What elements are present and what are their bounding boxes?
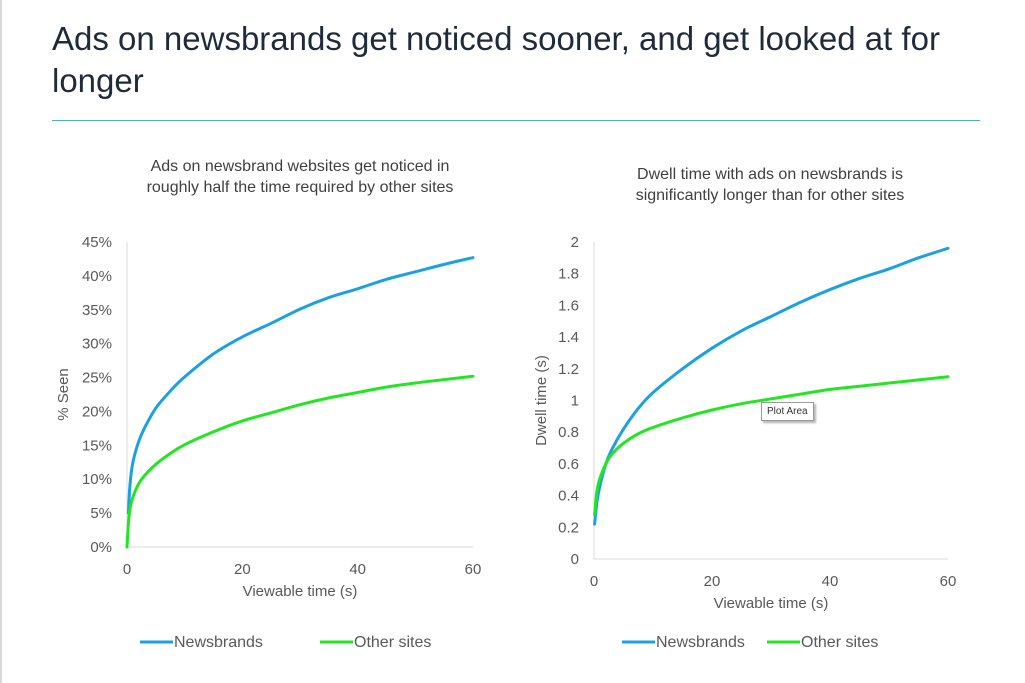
legend-label-newsbrands: Newsbrands — [656, 634, 745, 651]
x-tick-label: 60 — [465, 561, 482, 578]
y-tick-label: 1 — [571, 393, 579, 410]
series-line-other-sites — [593, 375, 950, 517]
y-tick-label: 0.2 — [558, 519, 579, 536]
series-line-newsbrands — [593, 246, 950, 526]
chart-2-title: Dwell time with ads on newsbrands is sig… — [530, 164, 1010, 206]
y-tick-label: 20% — [82, 403, 112, 420]
x-axis-label: Viewable time (s) — [243, 583, 358, 600]
chart-1-title: Ads on newsbrand websites get noticed in… — [60, 156, 540, 198]
x-tick-label: 0 — [590, 573, 598, 590]
legend-label-other-sites: Other sites — [354, 634, 431, 651]
chart-1-title-line: roughly half the time required by other … — [146, 179, 454, 196]
y-axis-label: % Seen — [55, 368, 72, 421]
y-tick-label: 1.6 — [558, 297, 579, 314]
y-tick-label: 0.8 — [558, 424, 579, 441]
x-tick-label: 0 — [123, 561, 131, 578]
plot-area-tooltip: Plot Area — [761, 402, 814, 421]
x-tick-label: 60 — [940, 573, 957, 590]
x-axis-label: Viewable time (s) — [714, 595, 829, 612]
slide-left-edge — [0, 0, 2, 683]
title-divider — [52, 120, 980, 121]
y-tick-label: 45% — [82, 234, 112, 251]
y-tick-label: 0% — [90, 539, 112, 556]
y-tick-label: 0 — [571, 551, 579, 568]
y-tick-label: 30% — [82, 336, 112, 353]
y-tick-label: 0.6 — [558, 456, 579, 473]
y-tick-label: 5% — [90, 505, 112, 522]
y-tick-label: 10% — [82, 471, 112, 488]
y-tick-label: 40% — [82, 268, 112, 285]
legend-label-other-sites: Other sites — [801, 634, 878, 651]
series-line-other-sites — [125, 374, 475, 549]
y-tick-label: 0.4 — [558, 488, 579, 505]
y-tick-label: 15% — [82, 437, 112, 454]
chart-1-title-line: Ads on newsbrand websites get noticed in — [150, 158, 450, 175]
y-tick-label: 35% — [82, 302, 112, 319]
y-tick-label: 1.8 — [558, 266, 579, 283]
y-axis-label: Dwell time (s) — [533, 355, 550, 446]
y-tick-label: 2 — [571, 234, 579, 251]
legend-label-newsbrands: Newsbrands — [174, 634, 263, 651]
y-tick-label: 1.2 — [558, 361, 579, 378]
page-title: Ads on newsbrands get noticed sooner, an… — [52, 20, 940, 99]
x-tick-label: 20 — [704, 573, 721, 590]
y-tick-label: 25% — [82, 370, 112, 387]
series-line-newsbrands — [126, 256, 475, 515]
x-tick-label: 40 — [349, 561, 366, 578]
x-tick-label: 20 — [234, 561, 251, 578]
chart-2-title-line: significantly longer than for other site… — [635, 187, 905, 204]
x-tick-label: 40 — [822, 573, 839, 590]
y-tick-label: 1.4 — [558, 329, 579, 346]
chart-2-title-line: Dwell time with ads on newsbrands is — [637, 166, 903, 183]
